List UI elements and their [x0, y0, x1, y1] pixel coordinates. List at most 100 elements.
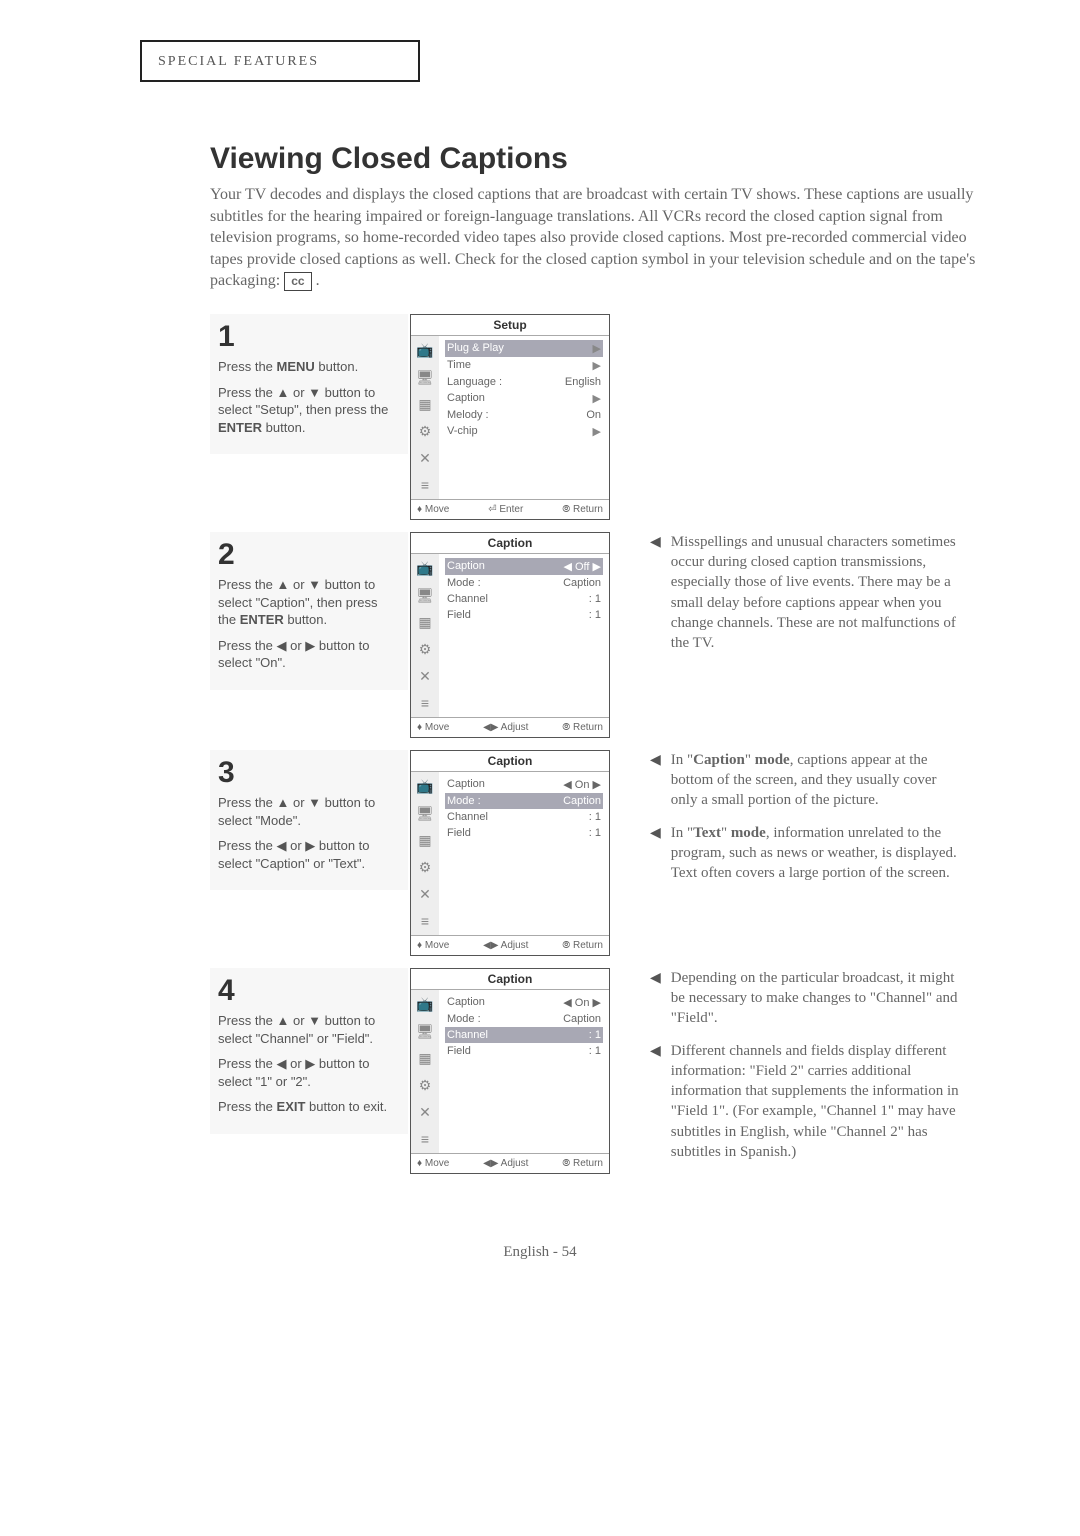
menu-row-label: Field	[447, 827, 471, 839]
step-instruction-line: Press the ▲ or ▼ button to select "Setup…	[218, 384, 398, 437]
page-title: Viewing Closed Captions	[210, 142, 990, 176]
osd-hint-move: ♦ Move	[417, 504, 449, 515]
osd-menu-items: Caption◀ On ▶ Mode : Caption Channel: 1 F…	[439, 772, 609, 935]
menu-row-label: V-chip	[447, 425, 478, 438]
menu-row-value: Caption	[563, 1013, 601, 1025]
menu-tab-icon: ⚙	[419, 1077, 432, 1094]
step-number: 2	[218, 538, 398, 572]
step-instruction-line: Press the ◀ or ▶ button to select "1" or…	[218, 1055, 398, 1090]
section-header-box: SPECIAL FEATURES	[140, 40, 420, 82]
menu-row-value: ▶	[593, 392, 601, 405]
menu-row-value: : 1	[589, 1029, 601, 1041]
osd-menu-icon-strip: 📺🖥▦⚙✕≡	[411, 990, 439, 1153]
side-note-text: Depending on the particular broadcast, i…	[671, 968, 960, 1029]
menu-row-value: Caption	[563, 577, 601, 589]
menu-column: Setup 📺🖥▦⚙✕≡ Plug & Play ▶Time ▶Language…	[410, 314, 610, 520]
step-row: 2 Press the ▲ or ▼ button to select "Cap…	[210, 532, 990, 738]
step-row: 4 Press the ▲ or ▼ button to select "Cha…	[210, 968, 990, 1174]
menu-column: Caption 📺🖥▦⚙✕≡ Caption◀ On ▶ Mode :Capti…	[410, 750, 610, 956]
side-note: ◀In "Text" mode, information unrelated t…	[650, 823, 960, 896]
menu-tab-icon: ▦	[418, 614, 431, 631]
side-note-text: In "Caption" mode, captions appear at th…	[671, 750, 960, 811]
side-note-text: Different channels and fields display di…	[671, 1041, 960, 1163]
menu-row-label: Melody :	[447, 409, 489, 421]
menu-row-value: ▶	[593, 425, 601, 438]
menu-row: Field: 1	[445, 1043, 603, 1059]
osd-hint-return: ⦾ Return	[562, 722, 603, 733]
menu-row: Mode : Caption	[445, 793, 603, 809]
notes-column: ◀Misspellings and unusual characters som…	[650, 532, 960, 666]
pointer-icon: ◀	[650, 825, 661, 896]
menu-row: Field : 1	[445, 825, 603, 841]
step-instruction-line: Press the ▲ or ▼ button to select "Capti…	[218, 576, 398, 629]
menu-row-label: Time	[447, 359, 471, 372]
menu-row: Channel: 1	[445, 809, 603, 825]
osd-menu-title: Setup	[411, 315, 609, 336]
menu-row-value: : 1	[589, 827, 601, 839]
menu-row: Channel: 1	[445, 1027, 603, 1043]
menu-row-value: ◀ Off ▶	[563, 560, 601, 573]
menu-row-value: Caption	[563, 795, 601, 807]
osd-hint-action: ◀▶ Adjust	[483, 722, 528, 733]
osd-hint-action: ◀▶ Adjust	[483, 940, 528, 951]
menu-tab-icon: 🖥	[416, 1023, 434, 1040]
menu-column: Caption 📺🖥▦⚙✕≡ Caption◀ Off ▶ Mode :Capt…	[410, 532, 610, 738]
osd-menu-title: Caption	[411, 969, 609, 990]
instruction-column: 2 Press the ▲ or ▼ button to select "Cap…	[210, 532, 408, 690]
menu-tab-icon: 🖥	[416, 805, 434, 822]
osd-menu-icon-strip: 📺🖥▦⚙✕≡	[411, 772, 439, 935]
menu-row-value: : 1	[589, 1045, 601, 1057]
osd-menu: Setup 📺🖥▦⚙✕≡ Plug & Play ▶Time ▶Language…	[410, 314, 610, 520]
osd-menu: Caption 📺🖥▦⚙✕≡ Caption◀ Off ▶ Mode :Capt…	[410, 532, 610, 738]
menu-tab-icon: 📺	[416, 996, 433, 1013]
menu-row-label: Field	[447, 609, 471, 621]
menu-tab-icon: ▦	[418, 396, 431, 413]
menu-row-value: On	[586, 409, 601, 421]
menu-row-label: Mode :	[447, 577, 481, 589]
osd-menu-footer: ♦ Move ◀▶ Adjust ⦾ Return	[411, 1153, 609, 1173]
osd-menu-items: Caption◀ On ▶ Mode :Caption Channel: 1 F…	[439, 990, 609, 1153]
menu-tab-icon: 🖥	[416, 587, 434, 604]
side-note-text: In "Text" mode, information unrelated to…	[671, 823, 960, 884]
osd-hint-return: ⦾ Return	[562, 940, 603, 951]
osd-menu-items: Plug & Play ▶Time ▶Language :English Cap…	[439, 336, 609, 499]
menu-row: Caption ▶	[445, 390, 603, 407]
side-note: ◀Different channels and fields display d…	[650, 1041, 960, 1175]
menu-tab-icon: ≡	[421, 1131, 429, 1147]
menu-row: Caption◀ On ▶	[445, 776, 603, 793]
osd-menu-items: Caption◀ Off ▶ Mode :Caption Channel: 1 …	[439, 554, 609, 717]
step-instruction-line: Press the ◀ or ▶ button to select "On".	[218, 637, 398, 672]
notes-column: ◀Depending on the particular broadcast, …	[650, 968, 960, 1174]
osd-menu-footer: ♦ Move ◀▶ Adjust ⦾ Return	[411, 935, 609, 955]
instruction-column: 1 Press the MENU button.Press the ▲ or ▼…	[210, 314, 408, 454]
osd-hint-action: ◀▶ Adjust	[483, 1158, 528, 1169]
pointer-icon: ◀	[650, 534, 661, 666]
osd-hint-return: ⦾ Return	[562, 1158, 603, 1169]
menu-tab-icon: ▦	[418, 832, 431, 849]
menu-row-value: : 1	[589, 593, 601, 605]
menu-row: Caption◀ On ▶	[445, 994, 603, 1011]
menu-tab-icon: 🖥	[416, 369, 434, 386]
osd-hint-move: ♦ Move	[417, 722, 449, 733]
menu-row-label: Language :	[447, 376, 502, 388]
step-row: 1 Press the MENU button.Press the ▲ or ▼…	[210, 314, 990, 520]
menu-tab-icon: ✕	[419, 450, 431, 467]
menu-row-label: Plug & Play	[447, 342, 504, 355]
step-number: 1	[218, 320, 398, 354]
menu-row-label: Mode :	[447, 795, 481, 807]
osd-menu-title: Caption	[411, 751, 609, 772]
menu-row: Mode : Caption	[445, 575, 603, 591]
step-instruction-line: Press the ◀ or ▶ button to select "Capti…	[218, 837, 398, 872]
menu-row-value: ▶	[593, 359, 601, 372]
pointer-icon: ◀	[650, 1043, 661, 1175]
pointer-icon: ◀	[650, 970, 661, 1041]
menu-tab-icon: ✕	[419, 886, 431, 903]
menu-row-label: Caption	[447, 392, 485, 405]
menu-tab-icon: ✕	[419, 1104, 431, 1121]
side-note: ◀In "Caption" mode, captions appear at t…	[650, 750, 960, 823]
osd-hint-move: ♦ Move	[417, 1158, 449, 1169]
menu-row-label: Caption	[447, 560, 485, 573]
page-footer: English - 54	[90, 1244, 990, 1261]
osd-menu-icon-strip: 📺🖥▦⚙✕≡	[411, 336, 439, 499]
step-number: 4	[218, 974, 398, 1008]
